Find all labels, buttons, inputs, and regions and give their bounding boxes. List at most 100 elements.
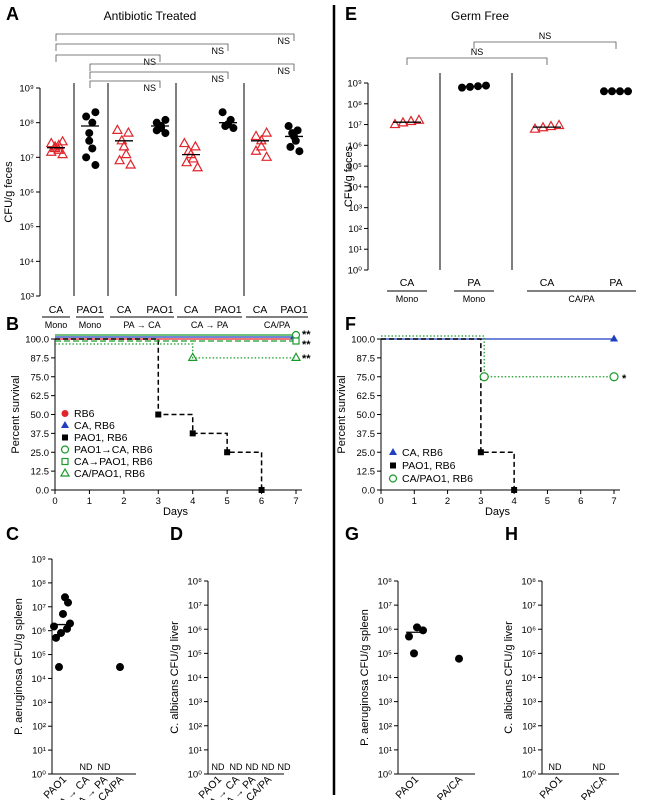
panel-b-significance: ** [302, 339, 311, 351]
panel-d-nd-label: ND [246, 762, 259, 772]
panel-f-ytick-label: 87.5 [357, 353, 376, 364]
panel-f-marker-pao1 [511, 487, 518, 493]
panel-d-y-tick-label: 10¹ [188, 745, 202, 756]
panel-letter-d: D [170, 524, 183, 544]
panel-b-marker-capao1-mid [187, 352, 198, 361]
panel-a-y-tick-label: 10⁴ [19, 257, 34, 268]
panel-g-category-label: PA/CA [435, 774, 465, 800]
panel-b-legend-label: CA/PAO1, RB6 [74, 468, 145, 480]
panel-b-xtick-label: 3 [156, 496, 161, 507]
panel-f-ytick-label: 25.0 [357, 448, 376, 459]
panel-e-y-tick-label: 10³ [348, 203, 362, 214]
panel-a-point [120, 148, 132, 159]
panel-c-point [116, 663, 124, 672]
panel-c-point [59, 609, 67, 618]
panel-a-point [88, 144, 97, 153]
panel-f-ytick-label: 12.5 [357, 467, 376, 478]
panel-letter-b: B [6, 314, 19, 334]
panel-a-y-tick-label: 10⁸ [19, 118, 34, 129]
panel-c-y-tick-label: 10⁶ [32, 626, 47, 637]
panel-a-category-label: CA [253, 304, 268, 316]
panel-letter-f: F [345, 314, 356, 334]
panel-a-point [250, 130, 262, 141]
panel-d-y-tick-label: 10³ [188, 697, 202, 708]
panel-a-title: Antibiotic Treated [104, 9, 197, 23]
panel-a-ns-bracket [89, 80, 161, 88]
panel-e-y-tick-label: 10⁵ [347, 162, 362, 173]
panel-a-y-tick-label: 10⁷ [20, 153, 35, 164]
panel-c-nd-label: ND [98, 762, 111, 772]
panel-e-y-tick-label: 10⁹ [347, 79, 362, 90]
panel-e-ns-bracket [473, 41, 617, 49]
panel-letter-h: H [505, 524, 518, 544]
panel-c-y-tick-label: 10⁷ [32, 602, 47, 613]
panel-e-y-tick-label: 10⁸ [347, 99, 362, 110]
panel-g-point [405, 632, 413, 641]
panel-f-xtick-label: 1 [412, 496, 417, 507]
panel-a-category-label: CA [49, 304, 64, 316]
panel-a-point [226, 115, 235, 124]
panel-e-point [553, 119, 565, 130]
panel-a-point [45, 137, 57, 148]
panel-b-xtick-label: 5 [224, 496, 229, 507]
panel-b-marker-ca-pao1 [292, 337, 300, 345]
panel-b-legend-label: PAO1→CA, RB6 [74, 444, 153, 456]
panel-a-point [284, 122, 293, 131]
panel-e-point [389, 118, 401, 129]
panel-f-significance: * [622, 373, 627, 385]
panel-g-y-tick-label: 10⁰ [378, 770, 393, 781]
panel-e-point [545, 120, 557, 131]
panel-a-point [91, 161, 100, 170]
panel-f-series-line [381, 338, 515, 490]
panel-g-point [455, 654, 463, 663]
panel-f-ytick-label: 37.5 [357, 429, 376, 440]
panel-b-marker-pao1 [224, 449, 231, 456]
panel-a-point [152, 118, 161, 127]
panel-b-legend-marker [60, 445, 70, 454]
panel-a-point [122, 126, 134, 137]
panel-e-category-label: CA [540, 277, 555, 289]
panel-e-category-label: CA [400, 277, 415, 289]
panel-a-point [111, 124, 123, 134]
panel-f-xtick-label: 3 [478, 496, 483, 507]
panel-h-y-tick-label: 10¹ [522, 745, 536, 756]
panel-e-ns-bracket [406, 57, 548, 65]
panel-a-point [293, 126, 302, 135]
panel-f-legend-label: CA, RB6 [402, 447, 443, 459]
panel-a-category-label: PAO1 [214, 304, 241, 316]
panel-g-y-tick-label: 10⁷ [378, 601, 393, 612]
panel-e-y-tick-label: 10⁰ [348, 266, 363, 277]
panel-c-y-tick-label: 10⁸ [31, 578, 46, 589]
panel-a-y-tick-label: 10⁶ [20, 188, 35, 199]
panel-f-legend-label: CA/PAO1, RB6 [402, 473, 473, 485]
panel-b-legend-marker [62, 434, 68, 441]
panel-e-ns-label: NS [471, 47, 484, 57]
panel-e-category-label: PA [467, 277, 480, 289]
panel-a-category-label: PAO1 [76, 304, 103, 316]
panel-e-category-label: PA [609, 277, 622, 289]
panel-c-point [57, 628, 65, 637]
panel-a-point [261, 126, 273, 137]
panel-c-point [61, 593, 69, 602]
panel-a-ns-label: NS [211, 74, 224, 84]
panel-a-ylabel: CFU/g feces [3, 161, 15, 223]
panel-g-y-tick-label: 10¹ [378, 745, 392, 756]
panel-b-legend-marker [61, 421, 69, 428]
panel-h-y-tick-label: 10² [522, 721, 536, 732]
panel-a-point [118, 140, 130, 151]
panel-a-category-label: CA [184, 304, 199, 316]
panel-a-ns-bracket [89, 71, 229, 79]
panel-f-xtick-label: 4 [511, 496, 516, 507]
panel-b-significance: ** [302, 329, 311, 341]
panel-b-ytick-label: 50.0 [31, 410, 50, 421]
panel-a-y-tick-label: 10⁹ [19, 84, 34, 95]
panel-b-ylabel: Percent survival [10, 375, 22, 453]
panel-a-ns-bracket [55, 43, 229, 51]
panel-e-title: Germ Free [451, 9, 509, 23]
panel-b-ytick-label: 25.0 [31, 448, 50, 459]
panel-a-category-label: PAO1 [280, 304, 307, 316]
panel-f-legend-marker [389, 448, 397, 455]
panel-e-group-label: CA/PA [568, 294, 594, 304]
panel-e-group-label: Mono [463, 294, 486, 304]
panel-e-ylabel: CFU/g feces [343, 145, 355, 207]
